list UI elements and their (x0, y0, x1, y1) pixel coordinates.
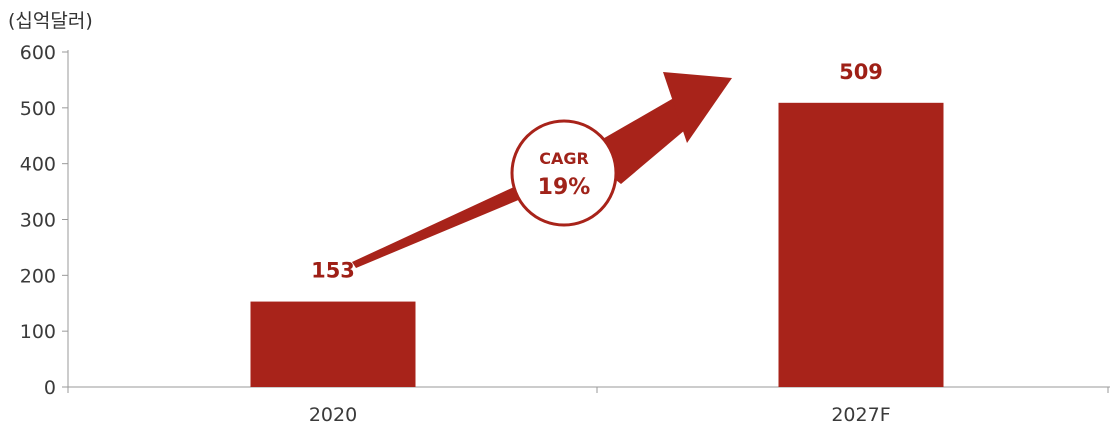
y-tick-label: 600 (20, 42, 56, 64)
x-axis: 2020 2027F (67, 386, 1110, 426)
cagr-value: 19% (538, 175, 591, 200)
bar (250, 301, 416, 387)
cagr-arrow-group: CAGR 19% (352, 72, 732, 268)
bars: 153 509 (250, 60, 944, 387)
y-axis: 0 100 200 300 400 500 600 (20, 42, 69, 399)
cagr-label: CAGR (539, 149, 589, 168)
arrow-head (663, 72, 732, 143)
y-tick-label: 500 (20, 98, 56, 120)
unit-label: (십억달러) (8, 10, 93, 32)
data-label: 153 (311, 259, 355, 283)
cagr-badge (510, 119, 618, 227)
y-tick-label: 300 (20, 210, 56, 232)
data-label: 509 (839, 60, 883, 84)
x-tick-label: 2020 (309, 404, 357, 426)
y-tick-label: 100 (20, 321, 56, 343)
y-tick-label: 200 (20, 265, 56, 287)
x-tick-label: 2027F (831, 404, 890, 426)
y-tick-label: 0 (44, 377, 56, 399)
bar (778, 102, 944, 387)
y-tick-label: 400 (20, 154, 56, 176)
